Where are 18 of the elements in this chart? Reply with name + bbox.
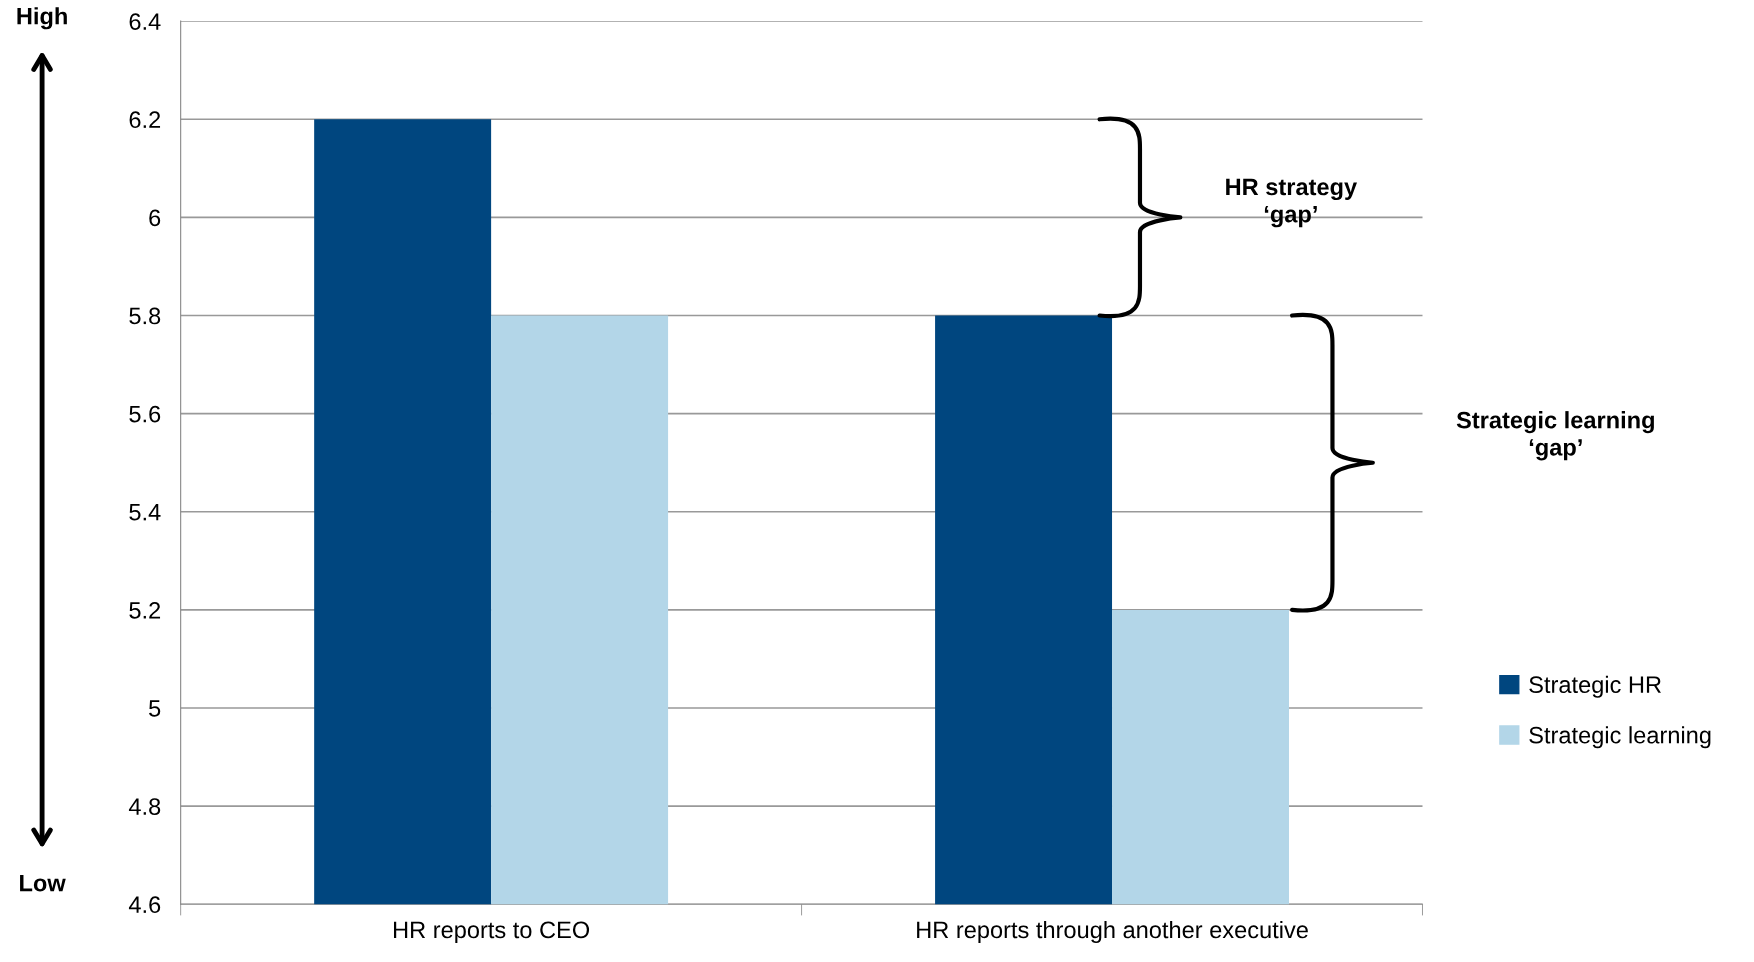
- x-tick-label: HR reports to CEO: [394, 921, 590, 943]
- y-tick-label: 6: [149, 209, 161, 227]
- text: High: [17, 7, 67, 30]
- y-tick-label: 6.4: [129, 13, 161, 30]
- y-tick-label: 4.6: [128, 896, 161, 914]
- y-tick-label: 5.2: [129, 601, 161, 619]
- y-tick-label: 6.2: [129, 111, 161, 129]
- y-tick-label: 5.6: [129, 405, 161, 423]
- y-tick-label: 5: [149, 700, 161, 717]
- y-tick-label: 5.8: [129, 307, 161, 325]
- y-tick-label: 4.8: [128, 798, 161, 815]
- text: Low: [20, 874, 66, 892]
- annotation: HR strategy ‘gap’: [1226, 178, 1357, 228]
- text: Strategic learning ‘gap’: [1456, 411, 1654, 461]
- legend-label: Strategic learning: [1529, 726, 1711, 749]
- y-tick-label: 5.4: [129, 504, 161, 521]
- x-tick-label: HR reports through another executive: [917, 920, 1308, 943]
- legend-label: Strategic HR: [1529, 675, 1661, 698]
